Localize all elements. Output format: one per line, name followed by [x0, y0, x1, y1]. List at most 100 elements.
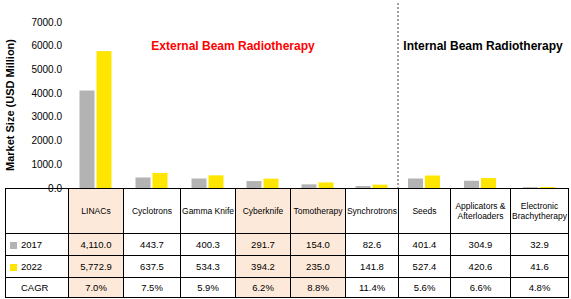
table-cell: 420.6: [451, 256, 511, 278]
y-tick: [65, 45, 68, 46]
table-cell: 235.0: [291, 256, 346, 278]
table-cell: 4.8%: [511, 278, 569, 298]
category-label: LINACs: [81, 206, 110, 216]
table-cell: 304.9: [451, 234, 511, 256]
y-tick-label: 3000.0: [31, 111, 62, 122]
y-tick-label: 7000.0: [31, 17, 62, 28]
row-label: CAGR: [21, 282, 48, 293]
bar: [481, 178, 496, 188]
table-cell: 7.0%: [69, 278, 124, 298]
data-table: LINACs Cyclotrons Gamma KnifeCyberknifeTom…: [5, 188, 569, 298]
table-cell: 443.7: [124, 234, 181, 256]
category-label: Gamma Knife: [182, 206, 234, 216]
table-value: 443.7: [140, 239, 164, 250]
y-tick-label: 1000.0: [31, 159, 62, 170]
y-tick-label: 6000.0: [31, 40, 62, 51]
table-value: 401.4: [413, 239, 437, 250]
row-label: 2022: [21, 261, 42, 272]
bar: [302, 184, 317, 188]
table-cell: [6, 189, 69, 234]
table-cell: Applicators & Afterloaders: [451, 189, 511, 234]
row-label: 2017: [21, 239, 42, 250]
table-value: 5,772.9: [80, 261, 112, 272]
table-cell: 5.6%: [399, 278, 451, 298]
table-cell: 11.4%: [346, 278, 399, 298]
table-cell: 401.4: [399, 234, 451, 256]
y-tick: [65, 116, 68, 117]
bar: [319, 182, 334, 188]
table-value: 420.6: [469, 261, 493, 272]
table-cell: CAGR: [6, 278, 69, 298]
group-divider: [398, 3, 399, 188]
table-cell: 154.0: [291, 234, 346, 256]
table-cell: 8.8%: [291, 278, 346, 298]
table-cell: 32.9: [511, 234, 569, 256]
table-cell: 534.3: [181, 256, 236, 278]
category-label: Electronic Brachytherapy: [512, 201, 567, 221]
table-value: 8.8%: [307, 282, 329, 293]
table-cell: 527.4: [399, 256, 451, 278]
bar: [247, 181, 262, 188]
table-cell: Electronic Brachytherapy: [511, 189, 569, 234]
y-tick: [65, 164, 68, 165]
table-value: 5.9%: [197, 282, 219, 293]
table-value: 291.7: [251, 239, 275, 250]
table-row: 2022 5,772.9 637.5534.3 394.2 235.0 141.8 527.…: [6, 256, 569, 278]
table-cell: Cyclotrons: [124, 189, 181, 234]
table-value: 7.5%: [141, 282, 163, 293]
bar: [80, 91, 95, 188]
table-value: 6.6%: [470, 282, 492, 293]
table-cell: 7.5%: [124, 278, 181, 298]
table-row: CAGR 7.0% 7.5% 5.9% 6.2% 8.8% 11.4% 5.6% 6.6% 4.8…: [6, 278, 569, 298]
y-tick: [65, 140, 68, 141]
table-row: 2017 4,110.0 443.7 400.3 291.7 154.0 82.6 401.4…: [6, 234, 569, 256]
bar: [264, 179, 279, 188]
table-value: 32.9: [530, 239, 549, 250]
table-cell: 82.6: [346, 234, 399, 256]
table-value: 527.4: [413, 261, 437, 272]
y-tick-label: 5000.0: [31, 64, 62, 75]
table-value: 154.0: [306, 239, 330, 250]
legend-swatch: [10, 264, 17, 271]
table-value: 4,110.0: [81, 239, 112, 250]
table-value: 82.6: [363, 239, 382, 250]
bar: [136, 177, 151, 188]
table-value: 394.2: [251, 261, 275, 272]
table-value: 400.3: [196, 239, 220, 250]
bar: [97, 51, 112, 188]
bar: [464, 181, 479, 188]
category-label: Cyclotrons: [132, 206, 172, 216]
table-cell: 2017: [6, 234, 69, 256]
table-value: 11.4%: [359, 282, 385, 293]
table-value: 5.6%: [414, 282, 436, 293]
y-tick: [65, 93, 68, 94]
table-cell: 6.2%: [236, 278, 291, 298]
category-label: Applicators & Afterloaders: [455, 201, 505, 221]
table-row: LINACs Cyclotrons Gamma KnifeCyberknifeTom…: [6, 189, 569, 234]
legend-swatch: [10, 242, 17, 249]
y-tick: [65, 69, 68, 70]
table-value: 4.8%: [529, 282, 551, 293]
table-cell: 394.2: [236, 256, 291, 278]
bar: [153, 173, 168, 188]
table-cell: LINACs: [69, 189, 124, 234]
y-tick-label: 4000.0: [31, 88, 62, 99]
bars: [80, 51, 556, 188]
table-cell: Cyberknife: [236, 189, 291, 234]
table-cell: 637.5: [124, 256, 181, 278]
table-cell: 4,110.0: [69, 234, 124, 256]
table-cell: 5.9%: [181, 278, 236, 298]
table-cell: 41.6: [511, 256, 569, 278]
table-value: 7.0%: [85, 282, 107, 293]
category-label: Tomotherapy: [293, 206, 342, 216]
table-cell: 141.8: [346, 256, 399, 278]
group-label: Internal Beam Radiotherapy: [403, 39, 563, 53]
bar: [192, 179, 207, 188]
table-value: 6.2%: [252, 282, 274, 293]
table-cell: 2022: [6, 256, 69, 278]
table-cell: 291.7: [236, 234, 291, 256]
table-cell: 400.3: [181, 234, 236, 256]
bar: [373, 185, 388, 188]
table-cell: Synchrotrons: [346, 189, 399, 234]
table-value: 235.0: [306, 261, 330, 272]
